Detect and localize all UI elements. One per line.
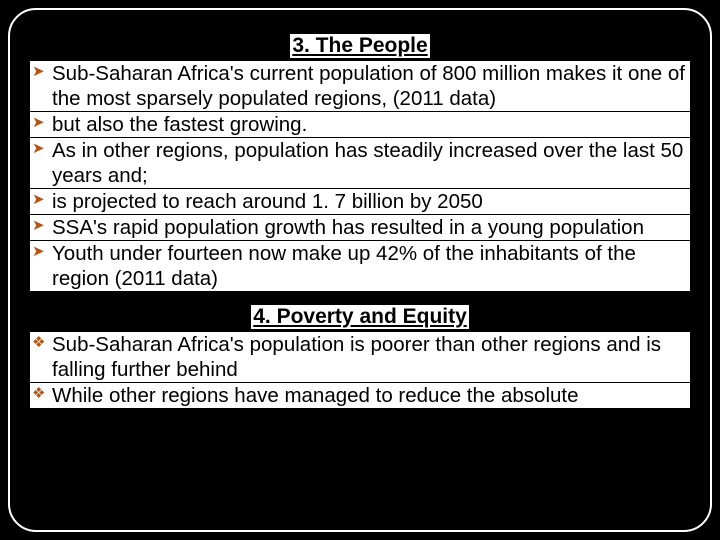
arrow-icon: ➤ (32, 140, 45, 158)
bullet-text: As in other regions, population has stea… (52, 139, 683, 187)
list-item: ➤ is projected to reach around 1. 7 bill… (30, 189, 690, 214)
bullet-text: While other regions have managed to redu… (52, 384, 579, 407)
list-item: ❖ While other regions have managed to re… (30, 383, 690, 408)
bullet-text: Sub-Saharan Africa's current population … (52, 62, 685, 110)
bullet-text: is projected to reach around 1. 7 billio… (52, 190, 483, 213)
bullet-text: SSA's rapid population growth has result… (52, 216, 644, 239)
bullet-text: but also the fastest growing. (52, 113, 307, 136)
bullet-text: Youth under fourteen now make up 42% of … (52, 242, 636, 290)
list-item: ➤ but also the fastest growing. (30, 112, 690, 137)
arrow-icon: ➤ (32, 63, 45, 81)
heading-1-wrap: 3. The People (30, 34, 690, 58)
list-item: ➤ As in other regions, population has st… (30, 138, 690, 188)
arrow-icon: ➤ (32, 114, 45, 132)
diamond-icon: ❖ (32, 385, 45, 403)
list-item: ❖ Sub-Saharan Africa's population is poo… (30, 332, 690, 382)
bullet-text: Sub-Saharan Africa's population is poore… (52, 333, 661, 381)
list-item: ➤ Sub-Saharan Africa's current populatio… (30, 61, 690, 111)
section-2-list: ❖ Sub-Saharan Africa's population is poo… (30, 332, 690, 408)
list-item: ➤ SSA's rapid population growth has resu… (30, 215, 690, 240)
arrow-icon: ➤ (32, 191, 45, 209)
list-item: ➤ Youth under fourteen now make up 42% o… (30, 241, 690, 291)
diamond-icon: ❖ (32, 334, 45, 352)
arrow-icon: ➤ (32, 243, 45, 261)
heading-2: 4. Poverty and Equity (251, 305, 469, 329)
heading-1: 3. The People (290, 34, 429, 58)
arrow-icon: ➤ (32, 217, 45, 235)
heading-2-wrap: 4. Poverty and Equity (30, 305, 690, 329)
slide-frame: 3. The People ➤ Sub-Saharan Africa's cur… (8, 8, 712, 532)
section-1-list: ➤ Sub-Saharan Africa's current populatio… (30, 61, 690, 291)
